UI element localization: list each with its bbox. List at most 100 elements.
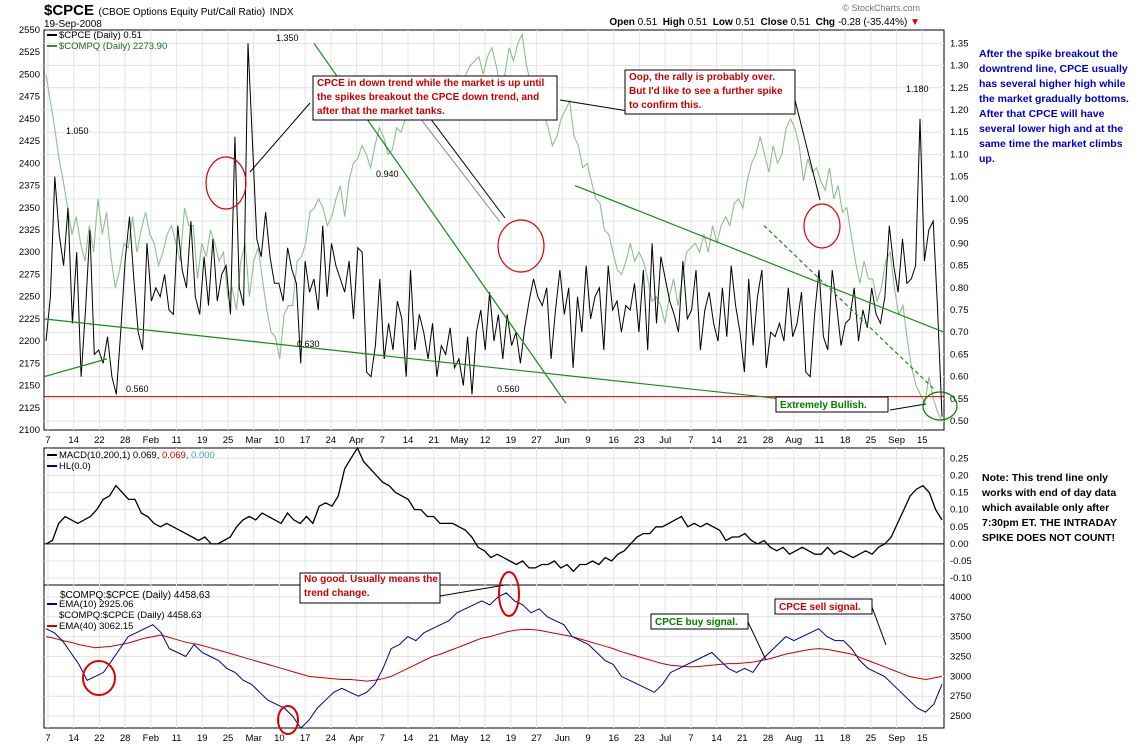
y-tick-label-right: 1.15 xyxy=(950,127,969,138)
x-tick-label: Aug xyxy=(785,733,802,744)
y-tick-label-right: 3000 xyxy=(950,671,971,682)
x-tick-label: Apr xyxy=(349,733,364,744)
y-tick-label-right: 0.55 xyxy=(950,394,969,405)
y-tick-label-left: 2125 xyxy=(19,403,40,414)
note-trendline: Note: This trend line only works with en… xyxy=(982,472,1117,544)
x-tick-label: 16 xyxy=(608,435,619,446)
chart-date: 19-Sep-2008 xyxy=(44,19,102,30)
value-label: 1.180 xyxy=(906,84,929,94)
x-tick-label: 19 xyxy=(506,733,517,744)
y-tick-label-right: -0.10 xyxy=(950,573,972,584)
y-tick-label-right: 2750 xyxy=(950,691,971,702)
x-tick-label: 11 xyxy=(814,733,824,744)
annotation-no-good: No good. Usually means the trend change. xyxy=(299,572,506,604)
y-tick-label-left: 2500 xyxy=(19,69,40,80)
chart-header: $CPCE (CBOE Options Equity Put/Call Rati… xyxy=(44,2,920,32)
x-tick-label: 25 xyxy=(223,733,234,744)
value-label: 0.630 xyxy=(297,339,320,349)
x-tick-label: 11 xyxy=(172,733,182,744)
x-tick-label: 23 xyxy=(634,435,645,446)
y-tick-label-right: 1.30 xyxy=(950,61,969,72)
y-tick-label-right: 1.10 xyxy=(950,149,969,160)
x-tick-label: 19 xyxy=(197,435,208,446)
x-tick-label: 24 xyxy=(326,733,337,744)
y-tick-label-left: 2275 xyxy=(19,269,40,280)
x-tick-label: 14 xyxy=(68,435,79,446)
y-tick-label-left: 2475 xyxy=(19,92,40,103)
highlight-circle xyxy=(82,660,116,696)
x-tick-label: Mar xyxy=(246,733,262,744)
x-tick-label: 12 xyxy=(480,733,491,744)
x-tick-label: Sep xyxy=(888,733,905,744)
ema40-line xyxy=(45,629,943,682)
x-tick-label: 21 xyxy=(737,733,748,744)
y-tick-label-right: -0.05 xyxy=(950,556,972,567)
y-tick-label-left: 2300 xyxy=(19,247,40,258)
y-tick-label-right: 0.85 xyxy=(950,261,969,272)
macd-panel xyxy=(43,447,945,586)
down-arrow-icon: ▼ xyxy=(910,17,920,28)
x-tick-label: 17 xyxy=(300,733,311,744)
annotation-cpce-downtrend: CPCE in down trend while the market is u… xyxy=(249,75,558,223)
x-tick-label: 27 xyxy=(531,733,542,744)
compq-line xyxy=(45,32,943,422)
y-tick-label-right: 0.25 xyxy=(950,453,969,464)
highlight-circle xyxy=(498,571,520,617)
annotation-text: Oop, the rally is probably over. But I'd… xyxy=(629,72,783,111)
annotation-buy-signal: CPCE buy signal. xyxy=(650,613,767,661)
y-tick-label-right: 2500 xyxy=(950,711,971,722)
highlight-circles xyxy=(82,156,958,735)
x-tick-label: Feb xyxy=(143,435,159,446)
x-tick-label: 28 xyxy=(120,435,131,446)
y-tick-label-left: 2175 xyxy=(19,358,40,369)
legend-hl: HL(0.0) xyxy=(59,461,91,472)
value-label: 1.350 xyxy=(276,33,299,43)
macd-line xyxy=(45,446,943,573)
x-tick-label: 10 xyxy=(274,733,285,744)
symbol-description: (CBOE Options Equity Put/Call Ratio) xyxy=(98,7,266,18)
y-tick-label-right: 0.70 xyxy=(950,327,969,338)
y-tick-label-right: 0.65 xyxy=(950,349,969,360)
x-tick-label: Mar xyxy=(246,435,262,446)
y-tick-label-right: 0.75 xyxy=(950,305,969,316)
x-tick-label: 14 xyxy=(68,733,79,744)
legend-macd: MACD(10,200,1) 0.069, 0.069, 0.000 xyxy=(59,450,215,461)
x-tick-label: 24 xyxy=(326,435,337,446)
value-label: 0.560 xyxy=(497,384,520,394)
y-tick-label-left: 2400 xyxy=(19,158,40,169)
y-tick-label-left: 2350 xyxy=(19,203,40,214)
x-tick-label: 14 xyxy=(403,733,414,744)
value-label: 0.560 xyxy=(126,384,149,394)
note-top-right: After the spike breakout the downtrend l… xyxy=(979,48,1129,165)
value-labels: 1.050 1.350 0.940 0.630 0.560 0.560 1.18… xyxy=(66,33,929,394)
watermark: © StockCharts.com xyxy=(842,3,920,13)
x-tick-label: 15 xyxy=(917,733,928,744)
x-tick-label: Sep xyxy=(888,435,905,446)
x-tick-label: 11 xyxy=(814,435,824,446)
x-tick-label: 7 xyxy=(45,435,50,446)
y-tick-label-left: 2250 xyxy=(19,292,40,303)
value-label: 0.940 xyxy=(376,169,399,179)
macd-legend: MACD(10,200,1) 0.069, 0.069, 0.000 HL(0.… xyxy=(47,450,215,472)
y-tick-label-right: 0.90 xyxy=(950,238,969,249)
y-tick-label-right: 0.10 xyxy=(950,505,969,516)
x-tick-label: 12 xyxy=(480,435,491,446)
y-tick-label-right: 3500 xyxy=(950,632,971,643)
y-tick-label-left: 2100 xyxy=(19,425,40,436)
x-tick-label: May xyxy=(450,733,468,744)
ema10-line xyxy=(45,592,943,729)
y-tick-label-left: 2450 xyxy=(19,114,40,125)
y-tick-label-right: 0.95 xyxy=(950,216,969,227)
x-tick-label: Apr xyxy=(349,435,364,446)
symbol-title: $CPCE xyxy=(44,2,95,19)
x-tick-label: 23 xyxy=(634,733,645,744)
y-tick-label-right: 0.80 xyxy=(950,283,969,294)
value-label: 1.050 xyxy=(66,126,89,136)
x-tick-label: 25 xyxy=(866,733,877,744)
highlight-circle xyxy=(803,203,841,249)
x-tick-label: 22 xyxy=(94,435,105,446)
x-tick-label: 28 xyxy=(763,733,774,744)
y-tick-label-right: 1.35 xyxy=(950,38,969,49)
x-tick-label: 18 xyxy=(840,435,851,446)
